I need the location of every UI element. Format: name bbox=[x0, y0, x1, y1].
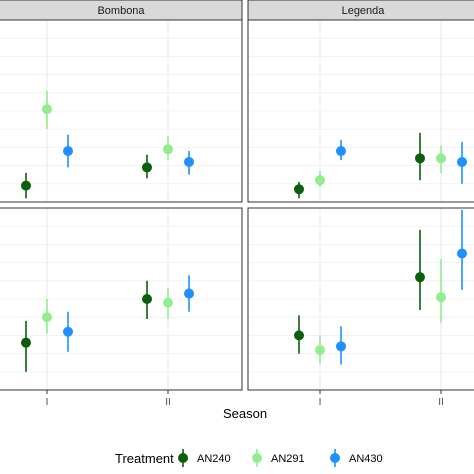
legend-key-point bbox=[330, 453, 340, 463]
x-tick-label: II bbox=[165, 397, 171, 408]
data-point bbox=[315, 344, 325, 355]
legend-label: AN291 bbox=[271, 453, 305, 465]
facet-panel bbox=[0, 207, 243, 391]
facet-strip-label: Legenda bbox=[342, 5, 386, 17]
data-point bbox=[163, 297, 173, 308]
legend-key-point bbox=[252, 453, 262, 463]
data-point bbox=[42, 312, 52, 323]
panel-border bbox=[0, 19, 243, 203]
data-point bbox=[457, 156, 467, 167]
data-point bbox=[436, 292, 446, 303]
legend-item: AN430 bbox=[330, 449, 383, 467]
data-point bbox=[415, 272, 425, 283]
legend-label: AN430 bbox=[349, 453, 383, 465]
legend-title: Treatment bbox=[115, 451, 174, 466]
x-tick-label: II bbox=[438, 397, 444, 408]
panel-border bbox=[247, 207, 474, 391]
data-point bbox=[336, 146, 346, 157]
facet-panel bbox=[247, 207, 474, 391]
data-point bbox=[415, 153, 425, 164]
data-point bbox=[336, 341, 346, 352]
data-point bbox=[184, 156, 194, 167]
data-point bbox=[315, 175, 325, 186]
data-point bbox=[457, 248, 467, 259]
data-point bbox=[63, 326, 73, 337]
data-point bbox=[142, 162, 152, 173]
panel-border bbox=[247, 19, 474, 203]
legend-item: AN291 bbox=[252, 449, 305, 467]
x-tick-label: I bbox=[46, 397, 49, 408]
data-point bbox=[294, 330, 304, 341]
data-point bbox=[294, 184, 304, 195]
panel-border bbox=[0, 207, 243, 391]
data-point bbox=[142, 294, 152, 304]
data-point bbox=[184, 288, 194, 299]
legend: Treatment AN240 AN291 AN430 bbox=[115, 449, 383, 467]
data-point bbox=[42, 104, 52, 115]
data-point bbox=[436, 153, 446, 164]
data-point bbox=[63, 146, 73, 157]
facet-panel: Bombona bbox=[0, 0, 243, 203]
data-point bbox=[21, 337, 31, 348]
legend-item: AN240 bbox=[178, 449, 231, 467]
data-point bbox=[21, 180, 31, 191]
legend-label: AN240 bbox=[197, 453, 231, 465]
legend-key-point bbox=[178, 453, 188, 463]
data-point bbox=[163, 144, 173, 155]
x-axis-title: Season bbox=[223, 406, 267, 421]
facet-strip-label: Bombona bbox=[97, 5, 145, 17]
facet-panel: Legenda bbox=[247, 0, 474, 203]
x-tick-label: I bbox=[319, 397, 322, 408]
